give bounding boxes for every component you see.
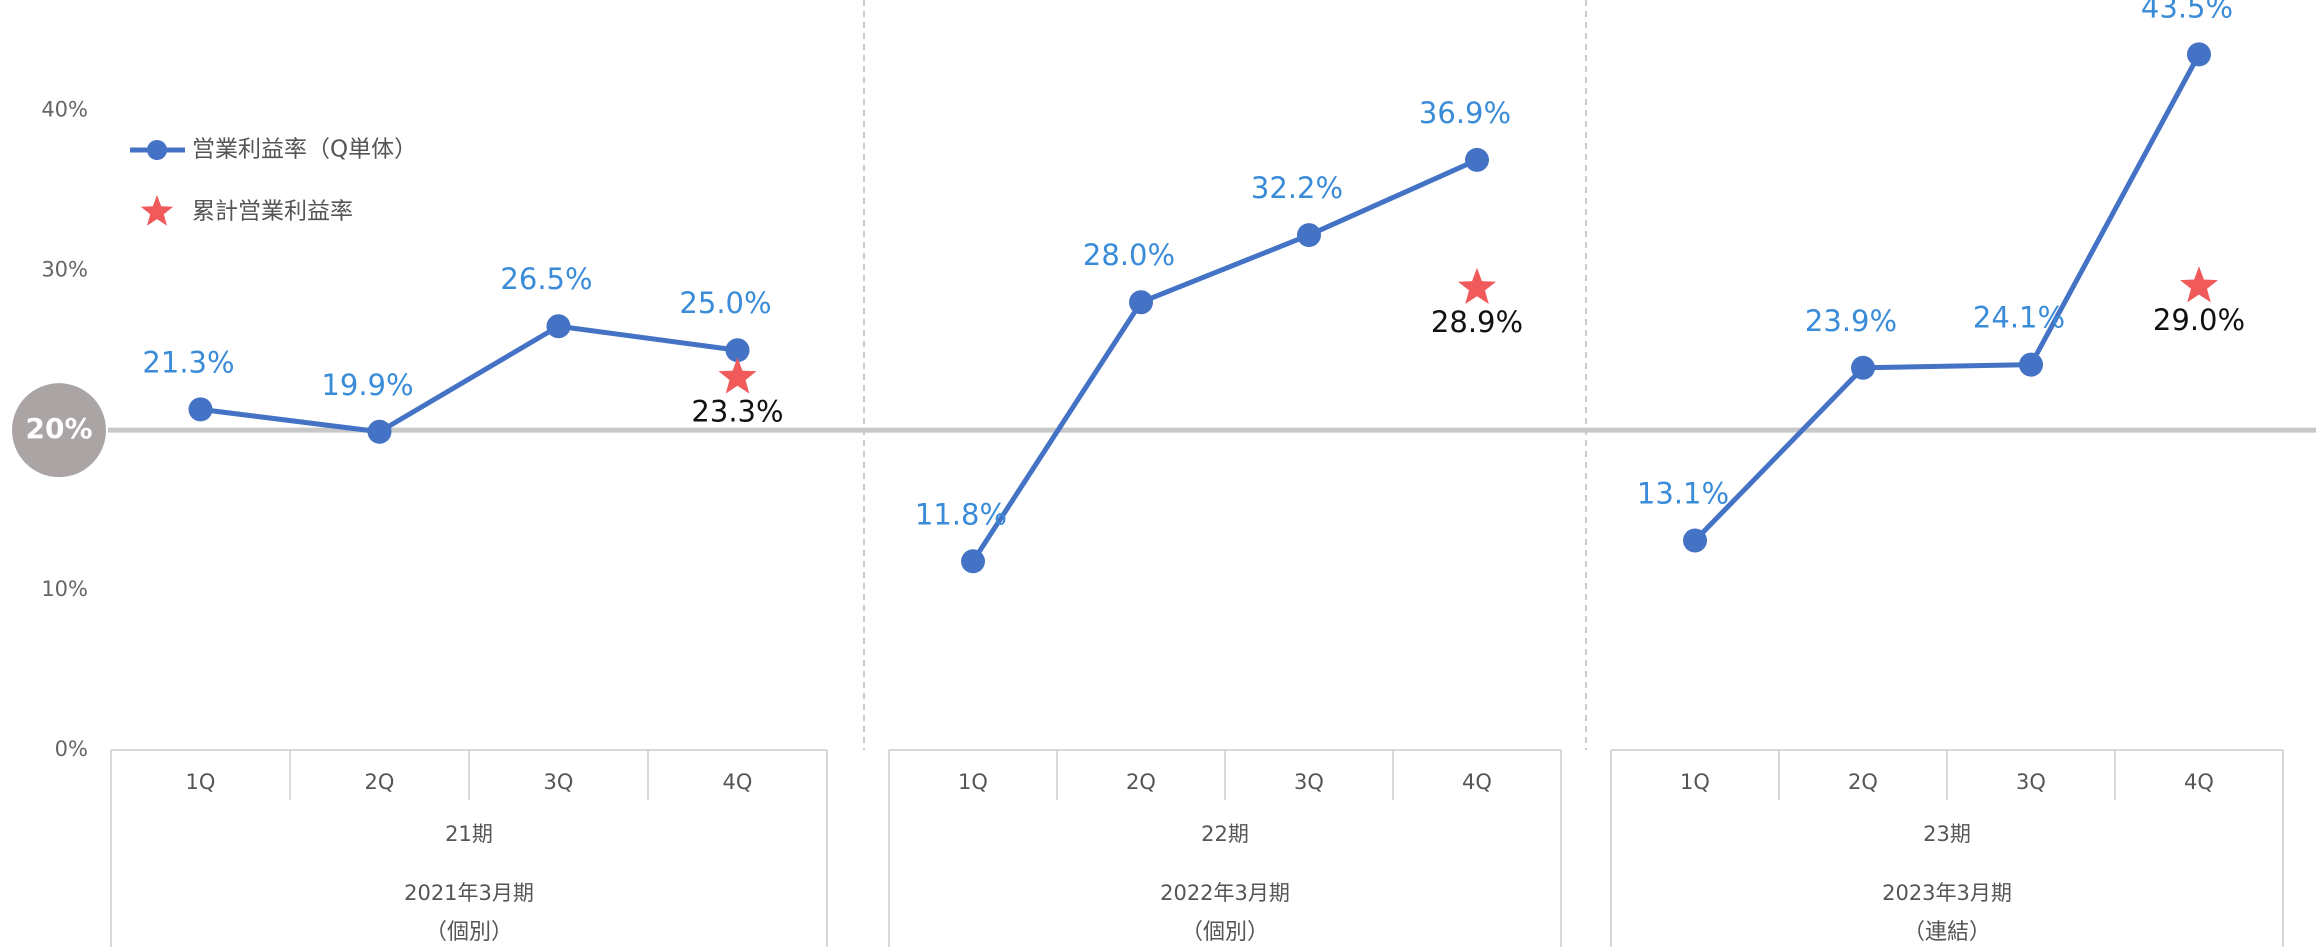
x-tick-label: 4Q [1462,770,1492,794]
data-label: 19.9% [321,368,413,402]
data-label: 36.9% [1419,96,1511,130]
data-label: 29.0% [2153,303,2245,337]
x-tick-label: 2Q [1848,770,1878,794]
y-tick-label: 40% [41,97,88,121]
y-tick-label: 0% [55,737,88,761]
point [188,397,213,422]
group-label: 22期 [1201,822,1249,846]
group-note: （個別） [1181,920,1269,945]
data-label: 32.2% [1251,171,1343,205]
data-label: 28.0% [1083,238,1175,272]
x-tick-label: 1Q [186,770,216,794]
x-tick-label: 3Q [544,770,574,794]
y-tick-label: 10% [41,577,88,601]
x-tick-label: 3Q [1294,770,1324,794]
group-label: 23期 [1923,822,1971,846]
point [725,338,750,363]
data-label: 13.1% [1637,477,1729,511]
x-tick-label: 1Q [1680,770,1710,794]
point [1297,223,1321,248]
legend-label: 累計営業利益率 [192,199,353,225]
legend-label: 営業利益率（Q単体） [192,137,417,163]
data-label: 11.8% [915,497,1007,531]
point [1683,528,1707,553]
point [2019,352,2043,377]
data-label: 21.3% [142,345,234,379]
point [2187,42,2211,67]
group-label: 21期 [445,822,493,846]
x-tick-label: 2Q [1126,770,1156,794]
y-tick-label: 30% [41,257,88,281]
data-label: 43.5% [2141,0,2233,24]
star-marker [2180,266,2218,303]
group-period: 2021年3月期 [404,881,534,905]
point [1465,147,1489,172]
legend-marker [140,195,174,226]
point [367,419,392,444]
point [1851,355,1875,380]
x-tick-label: 2Q [365,770,395,794]
star-marker [1458,267,1496,304]
legend-marker [147,140,167,160]
series-line [200,323,738,435]
group-period: 2023年3月期 [1882,881,2012,905]
x-tick-label: 1Q [958,770,988,794]
x-tick-label: 3Q [2016,770,2046,794]
x-tick-label: 4Q [723,770,753,794]
group-note: （連結） [1903,920,1991,945]
group-note: （個別） [425,920,513,945]
data-label: 26.5% [500,262,592,296]
data-label: 25.0% [679,286,771,320]
data-label: 28.9% [1431,305,1523,339]
data-label: 24.1% [1973,301,2065,335]
reference-label: 20% [25,412,92,445]
point [961,549,985,574]
star-marker [718,357,757,394]
series-line [970,157,1479,563]
x-tick-label: 4Q [2184,770,2214,794]
data-label: 23.9% [1805,304,1897,338]
data-label: 23.3% [691,394,783,428]
series-line [1693,53,2202,543]
group-period: 2022年3月期 [1160,881,1290,905]
reference-badge [12,383,106,478]
point [1129,290,1153,315]
point [546,314,571,339]
